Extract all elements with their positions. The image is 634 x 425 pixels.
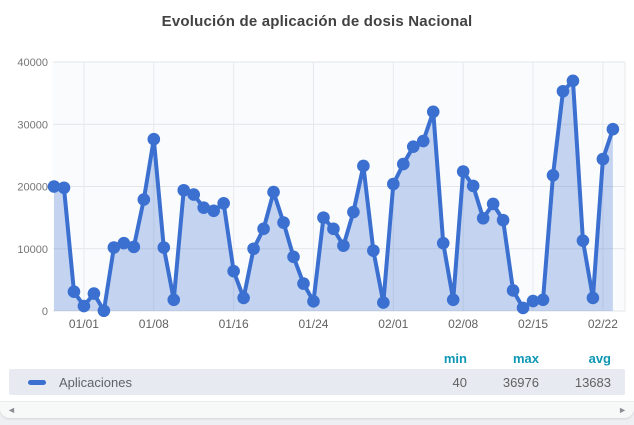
horizontal-scrollbar[interactable]: ◄ ►	[0, 401, 634, 418]
stats-header-avg: avg	[588, 351, 611, 366]
data-point[interactable]: 01/23: 4400	[297, 277, 310, 290]
data-point[interactable]: 01/04: 10200	[107, 241, 121, 254]
data-point[interactable]: 02/16: 1800	[536, 293, 550, 307]
legend-marker-icon	[28, 379, 46, 385]
data-point[interactable]: 01/08: 27600	[147, 132, 161, 146]
data-point[interactable]: 02/19: 36976	[566, 74, 580, 88]
data-point[interactable]: 02/02: 23600	[397, 157, 410, 171]
data-point[interactable]: 02/17: 21800	[546, 168, 560, 182]
legend-series-label: Aplicaciones	[59, 374, 132, 390]
data-point[interactable]: 01/14: 16100	[207, 204, 220, 218]
data-point[interactable]: 12/29: 20000	[47, 180, 61, 193]
data-point[interactable]: 01/17: 2100	[237, 291, 250, 305]
data-point[interactable]: 12/30: 19800	[57, 181, 71, 195]
data-point[interactable]: 01/09: 10200	[157, 241, 171, 254]
data-point[interactable]: 01/13: 16600	[197, 201, 210, 214]
x-axis-tick-label: 01/24	[298, 317, 328, 331]
data-point[interactable]: 01/22: 8700	[287, 250, 300, 264]
data-point[interactable]: 01/15: 17300	[217, 197, 230, 210]
data-point[interactable]: 01/07: 17900	[137, 193, 151, 206]
data-point[interactable]: 02/20: 11300	[576, 234, 590, 247]
data-point[interactable]: 01/06: 10300	[127, 240, 141, 254]
legend-row[interactable]: Aplicaciones 40 36976 13683	[9, 369, 625, 395]
x-axis-tick-label: 01/01	[69, 317, 99, 331]
data-point[interactable]: 02/23: 29200	[606, 122, 620, 136]
data-point[interactable]: 02/03: 26400	[406, 140, 420, 153]
scroll-left-arrow-icon[interactable]: ◄	[7, 405, 16, 415]
line-chart[interactable]: 0 10000 20000 30000 40000 12/29: 2000012/30: …	[0, 40, 634, 342]
data-point[interactable]: 02/21: 2100	[586, 291, 600, 305]
data-point[interactable]: 12/31: 3100	[67, 285, 81, 298]
data-point[interactable]: 01/19: 13200	[257, 222, 270, 236]
data-point[interactable]: 01/01: 800	[77, 299, 91, 313]
data-point[interactable]: 02/14: 500	[516, 301, 530, 315]
data-point[interactable]: 01/31: 1350	[377, 296, 390, 309]
data-point[interactable]: 01/20: 19100	[267, 185, 280, 199]
data-point[interactable]: 02/15: 1600	[526, 294, 540, 308]
data-point[interactable]: 01/05: 10900	[117, 236, 131, 250]
series-area-fill	[54, 80, 613, 311]
x-axis-tick-label: 02/15	[518, 317, 548, 331]
data-point[interactable]: 02/11: 17200	[486, 197, 500, 211]
data-point[interactable]: 02/05: 32000	[426, 105, 440, 119]
y-axis-tick-label: 10000	[17, 244, 48, 256]
data-point[interactable]: 02/01: 20400	[387, 177, 400, 191]
data-point[interactable]: 01/11: 19400	[177, 183, 191, 197]
data-point[interactable]: 02/07: 1800	[446, 293, 460, 307]
chart-title: Evolución de aplicación de dosis Naciona…	[161, 13, 473, 30]
data-point[interactable]: 02/10: 14900	[476, 211, 490, 225]
y-axis-tick-label: 30000	[17, 119, 48, 131]
stats-header-min: min	[443, 351, 467, 366]
data-point[interactable]: 01/18: 10000	[247, 242, 260, 256]
data-point[interactable]: 01/28: 15900	[347, 205, 360, 219]
data-point[interactable]: 01/21: 14200	[277, 216, 290, 229]
stats-header-max: max	[512, 351, 539, 366]
x-axis-tick-label: 01/16	[219, 317, 249, 331]
data-point[interactable]: 01/12: 18700	[187, 188, 201, 201]
data-point[interactable]: 02/04: 27300	[416, 134, 430, 148]
data-point[interactable]: 01/26: 13200	[327, 222, 340, 236]
data-point[interactable]: 02/22: 24400	[596, 152, 610, 166]
data-point[interactable]: 02/12: 14600	[496, 213, 510, 227]
x-axis-tick-label: 02/08	[448, 317, 478, 331]
stat-min-value: 40	[452, 374, 467, 390]
data-point[interactable]: 01/02: 2800	[87, 287, 101, 300]
x-axis-tick-label: 01/08	[139, 317, 169, 331]
scroll-right-arrow-icon[interactable]: ►	[618, 405, 627, 415]
data-point[interactable]: 02/09: 20100	[466, 179, 480, 193]
data-point[interactable]: 01/27: 10500	[337, 239, 350, 252]
data-point[interactable]: 02/18: 35300	[556, 84, 570, 98]
y-axis-tick-label: 40000	[17, 57, 48, 69]
x-axis-tick-label: 02/22	[588, 317, 618, 331]
stats-header: min max avg	[9, 349, 625, 368]
y-axis-tick-label: 0	[42, 306, 48, 318]
data-point[interactable]: 01/16: 6400	[227, 264, 240, 278]
data-point[interactable]: 01/10: 1800	[167, 293, 181, 307]
data-point[interactable]: 01/03: 40	[97, 304, 111, 318]
data-point[interactable]: 01/29: 23300	[357, 159, 370, 173]
data-point[interactable]: 02/13: 3300	[506, 284, 520, 297]
data-point[interactable]: 01/24: 1550	[307, 295, 320, 308]
stat-max-value: 36976	[502, 374, 539, 390]
stat-avg-value: 13683	[574, 374, 611, 390]
x-axis-tick-label: 02/01	[378, 317, 408, 331]
data-point[interactable]: 02/08: 22400	[456, 165, 470, 178]
data-point[interactable]: 02/06: 10900	[436, 236, 450, 250]
data-point[interactable]: 01/30: 9700	[367, 244, 380, 257]
y-axis-tick-label: 20000	[17, 182, 48, 194]
data-point[interactable]: 01/25: 15000	[317, 211, 330, 224]
